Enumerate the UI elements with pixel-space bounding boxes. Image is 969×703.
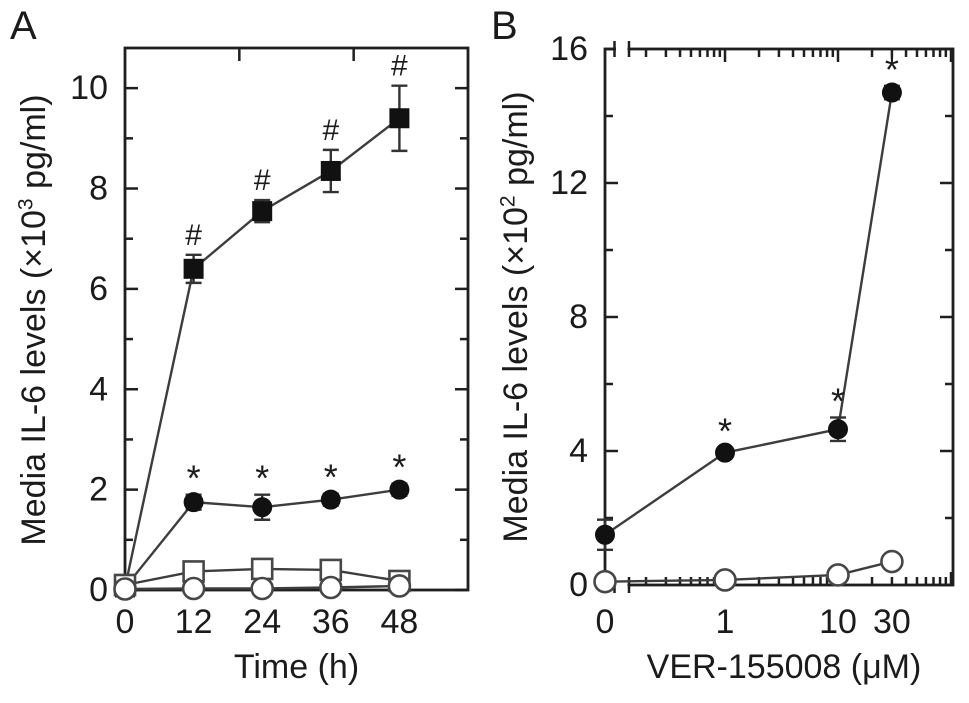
filled-circle-marker — [389, 479, 410, 500]
open-square-marker — [250, 557, 274, 581]
panel-a-x-tick-label: 48 — [380, 603, 418, 641]
panel-a-ylabel-suffix: pg/ml) — [15, 94, 53, 199]
panel-a-y-axis-title: Media IL-6 levels (×103 pg/ml) — [13, 20, 55, 620]
filled-circle-marker — [252, 497, 273, 518]
significance-star: * — [831, 381, 845, 422]
panel-b-y-tick-label: 4 — [569, 432, 588, 470]
panel-a-ylabel-exponent: 3 — [14, 198, 38, 211]
filled-circle-marker — [828, 419, 848, 440]
filled-square-marker — [252, 201, 273, 222]
panel-b-x-axis-title: VER-155008 (μM) — [646, 648, 922, 686]
filled-circle-marker — [881, 82, 902, 103]
significance-star: * — [392, 447, 406, 488]
significance-hash: # — [322, 114, 339, 147]
panel-b-series-line-filled-circle — [604, 92, 894, 536]
panel-a-x-tick-label: 0 — [116, 603, 135, 641]
significance-hash: # — [391, 50, 408, 83]
significance-hash: # — [254, 164, 271, 197]
filled-circle-marker — [183, 492, 204, 513]
panel-b-y-tick-label: 8 — [569, 298, 588, 336]
panel-b-y-tick-label: 16 — [550, 30, 588, 68]
open-circle-marker — [593, 569, 617, 594]
panel-a-y-tick-label: 4 — [89, 370, 108, 408]
panel-b-y-axis-title: Media IL-6 levels (×102 pg/ml) — [495, 17, 537, 617]
panel-a-plot-box — [123, 46, 470, 592]
significance-star: * — [885, 49, 899, 90]
significance-hash: # — [185, 219, 202, 252]
open-circle-marker — [113, 577, 137, 601]
panel-a-y-tick-label: 8 — [89, 170, 108, 208]
panel-a-y-tick-label: 6 — [89, 270, 108, 308]
axis-break-gap — [616, 582, 628, 588]
panel-a-x-tick-label: 12 — [175, 603, 213, 641]
significance-star: * — [187, 458, 201, 499]
significance-star: * — [324, 457, 338, 498]
open-circle-marker — [713, 568, 737, 592]
open-circle-marker — [318, 575, 343, 600]
open-circle-marker — [387, 574, 412, 598]
filled-square-marker — [320, 160, 341, 181]
panel-b-series-line-open-circle — [604, 560, 893, 583]
panel-a-x-axis-title: Time (h) — [233, 648, 360, 686]
panel-a-y-tick-label: 2 — [89, 471, 108, 509]
open-circle-marker — [250, 576, 275, 601]
open-circle-marker — [880, 549, 904, 574]
panel-b-ylabel-suffix: pg/ml) — [497, 91, 535, 196]
panel-a-letter: A — [10, 4, 37, 48]
panel-b-x-tick-label: 1 — [716, 603, 735, 641]
axis-break-gap — [616, 46, 628, 52]
panel-b-ylabel-prefix: Media IL-6 levels (×10 — [497, 207, 535, 543]
panel-b-y-tick-label: 12 — [550, 164, 588, 202]
filled-circle-marker — [715, 442, 735, 463]
filled-square-marker — [389, 108, 410, 129]
filled-circle-marker — [320, 489, 341, 510]
panel-b-x-tick-label: 10 — [819, 603, 857, 641]
panel-a-ylabel-prefix: Media IL-6 levels (×10 — [15, 210, 53, 546]
open-circle-marker — [181, 576, 206, 601]
open-circle-marker — [826, 563, 850, 587]
panel-b-letter: B — [491, 4, 518, 48]
filled-square-marker — [183, 258, 204, 279]
panel-b-y-tick-label: 0 — [569, 566, 588, 604]
panel-b-x-tick-label: 0 — [596, 603, 615, 641]
significance-star: * — [255, 458, 269, 499]
filled-circle-marker — [595, 524, 615, 545]
panel-b-x-tick-label: 30 — [873, 603, 911, 641]
panel-b-plot-box — [603, 47, 955, 587]
panel-b-ylabel-exponent: 2 — [496, 195, 520, 208]
panel-a-x-tick-label: 36 — [312, 603, 350, 641]
panel-a-x-tick-label: 24 — [243, 603, 281, 641]
panel-a-y-tick-label: 10 — [70, 69, 108, 107]
significance-star: * — [718, 411, 732, 452]
panel-a-y-tick-label: 0 — [89, 571, 108, 609]
